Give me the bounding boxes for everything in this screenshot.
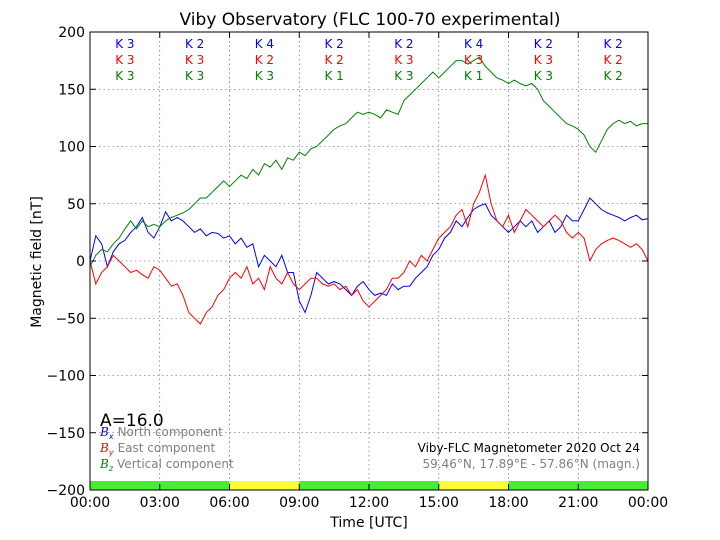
legend-symbol: B xyxy=(99,441,109,455)
x-tick-label: 00:00 xyxy=(628,495,668,511)
k-index-east: K 3 xyxy=(534,53,553,67)
x-tick-label: 03:00 xyxy=(140,495,180,511)
k-index-vertical: K 3 xyxy=(394,69,413,83)
legend-entry: Bz Vertical component xyxy=(99,457,234,473)
k-index-vertical: K 3 xyxy=(534,69,553,83)
k-index-north: K 4 xyxy=(464,37,483,51)
activity-segment xyxy=(159,481,230,490)
y-tick-label: −200 xyxy=(47,483,85,499)
legend-entry: Bx North component xyxy=(99,425,223,441)
activity-segment xyxy=(369,481,439,490)
y-tick-label: 0 xyxy=(76,254,85,270)
y-axis-title: Magnetic field [nT] xyxy=(29,196,45,328)
axis-ticks: 00:00 03:00 06:00 09:00 12:00 15:00 18:00 21:00… xyxy=(47,25,669,511)
legend-symbol: B xyxy=(99,457,109,471)
y-tick-label: −50 xyxy=(55,311,85,327)
k-index-north: K 4 xyxy=(255,37,274,51)
k-index-east: K 3 xyxy=(185,53,204,67)
k-index-east: K 2 xyxy=(603,53,622,67)
k-index-vertical: K 3 xyxy=(115,69,134,83)
y-tick-label: 100 xyxy=(58,140,85,156)
legend-subscript: y xyxy=(108,448,114,457)
x-axis-title: Time [UTC] xyxy=(329,515,407,531)
k-index-east: K 2 xyxy=(324,53,343,67)
activity-bar xyxy=(90,481,648,490)
y-tick-label: −100 xyxy=(47,369,85,385)
series-line-vertical xyxy=(89,56,648,267)
series-line-north xyxy=(89,197,649,314)
k-index-north: K 3 xyxy=(115,37,134,51)
k-index-north: K 2 xyxy=(394,37,413,51)
k-index-table: K 3 K 2 K 4 K 2 K 2 K 4 K 2 K 2 K 3 K 3 K 2 K 2 K 3 K… xyxy=(115,37,623,83)
k-index-north: K 2 xyxy=(324,37,343,51)
x-tick-label: 15:00 xyxy=(419,495,459,511)
k-index-north: K 2 xyxy=(603,37,622,51)
x-tick-label: 09:00 xyxy=(279,495,319,511)
activity-segment xyxy=(508,481,579,490)
activity-segment xyxy=(438,481,509,490)
k-index-east: K 3 xyxy=(394,53,413,67)
legend-symbol: B xyxy=(99,425,109,439)
k-index-east: K 3 xyxy=(464,53,483,67)
x-tick-label: 18:00 xyxy=(488,495,528,511)
legend-label: North component xyxy=(118,425,224,439)
k-index-east: K 3 xyxy=(115,53,134,67)
legend-label: Vertical component xyxy=(117,457,234,471)
legend: Bx North component By East component Bz Verti… xyxy=(99,425,234,473)
activity-segment xyxy=(229,481,300,490)
grid xyxy=(90,32,648,490)
chart-title: Viby Observatory (FLC 100-70 experimenta… xyxy=(180,10,561,30)
series-group xyxy=(89,56,649,325)
legend-subscript: z xyxy=(108,464,114,473)
k-index-north: K 2 xyxy=(534,37,553,51)
info-line-2: 59.46°N, 17.89°E - 57.86°N (magn.) xyxy=(423,457,640,471)
series-line-east xyxy=(89,173,649,325)
k-index-north: K 2 xyxy=(185,37,204,51)
k-index-vertical: K 3 xyxy=(185,69,204,83)
x-tick-label: 06:00 xyxy=(209,495,249,511)
activity-segment xyxy=(299,481,369,490)
k-index-vertical: K 3 xyxy=(255,69,274,83)
info-line-1: Viby-FLC Magnetometer 2020 Oct 24 xyxy=(418,441,640,455)
x-tick-label: 00:00 xyxy=(70,495,110,511)
y-tick-label: 150 xyxy=(58,82,85,98)
k-index-vertical: K 2 xyxy=(603,69,622,83)
a-index-label: A=16.0 xyxy=(100,411,164,431)
activity-segment xyxy=(578,481,648,490)
activity-segment xyxy=(90,481,160,490)
y-tick-label: 200 xyxy=(58,25,85,41)
legend-entry: By East component xyxy=(99,441,215,457)
k-index-vertical: K 1 xyxy=(464,69,483,83)
x-tick-label: 21:00 xyxy=(558,495,598,511)
y-tick-label: 50 xyxy=(67,197,85,213)
k-index-vertical: K 1 xyxy=(324,69,343,83)
legend-subscript: x xyxy=(108,432,114,441)
legend-label: East component xyxy=(118,441,216,455)
k-index-east: K 2 xyxy=(255,53,274,67)
x-tick-label: 12:00 xyxy=(349,495,389,511)
y-tick-label: −150 xyxy=(47,426,85,442)
